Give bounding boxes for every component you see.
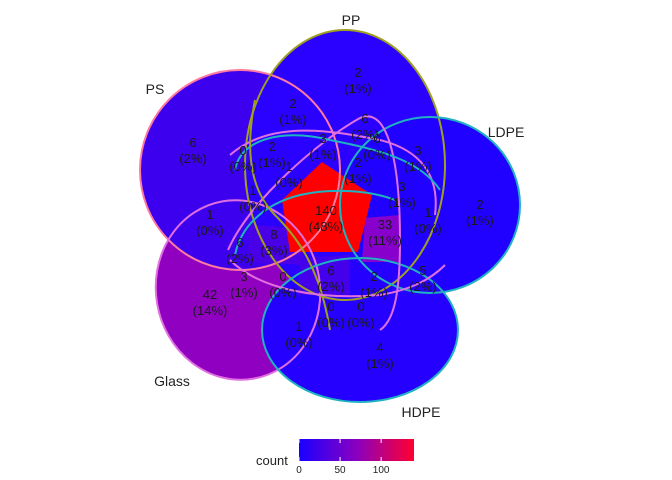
region-pct: (0%) xyxy=(414,221,441,236)
region-count: 4 xyxy=(376,340,383,355)
region-pct: (0%) xyxy=(347,315,374,330)
legend-title: count xyxy=(256,453,288,468)
set-label-ldpe: LDPE xyxy=(488,124,525,140)
region-pct: (0%) xyxy=(275,175,302,190)
set-label-pp: PP xyxy=(342,12,361,28)
region-pct: (0%) xyxy=(196,223,223,238)
region-count: 2 xyxy=(476,197,483,212)
region-pct: (0%) xyxy=(229,159,256,174)
legend-tick-label: 50 xyxy=(335,465,347,476)
inner-curve-pp xyxy=(249,99,331,331)
region-count: 6 xyxy=(236,235,243,250)
ps-outline xyxy=(139,69,341,271)
region-pct: (1%) xyxy=(466,213,493,228)
region-count: 0 xyxy=(279,269,286,284)
region-pct: (2%) xyxy=(317,279,344,294)
region-pct: (48%) xyxy=(309,219,344,234)
region-count: 0 xyxy=(357,299,364,314)
region-count: 42 xyxy=(203,287,217,302)
legend-ticks: 0 50 100 xyxy=(296,439,390,476)
region-pct: (2%) xyxy=(226,251,253,266)
set-labels: PP LDPE HDPE Glass PS xyxy=(146,12,525,420)
region-count: 5 xyxy=(419,263,426,278)
region-count: 3 xyxy=(398,179,405,194)
region-count: 1 xyxy=(249,183,256,198)
region-count: 2 xyxy=(370,269,377,284)
region-count: 6 xyxy=(189,135,196,150)
region-count: 6 xyxy=(361,111,368,126)
region-pct: (0%) xyxy=(285,335,312,350)
region-count: 1 xyxy=(424,205,431,220)
glass-outline xyxy=(154,199,322,381)
region-count: 140 xyxy=(315,203,337,218)
region-pct: (2%) xyxy=(409,279,436,294)
region-pct: (1%) xyxy=(404,159,431,174)
region-33-fill xyxy=(362,215,400,262)
region-pct: (1%) xyxy=(230,285,257,300)
region-pct: (1%) xyxy=(366,356,393,371)
region-labels: 2 (1%) 6 (2%) 2 (1%) 42 (14%) 4 (1%) 140… xyxy=(179,65,493,371)
region-count: 2 xyxy=(268,139,275,154)
region-pct: (1%) xyxy=(258,155,285,170)
region-pct: (1%) xyxy=(388,195,415,210)
ldpe-outline xyxy=(339,116,521,294)
region-pct: (0%) xyxy=(269,285,296,300)
region-count: 2 xyxy=(354,65,361,80)
center-fill xyxy=(282,162,372,252)
region-pct: (11%) xyxy=(368,233,402,248)
region-pct: (1%) xyxy=(309,147,336,162)
region-pct: (2%) xyxy=(179,151,206,166)
region-count: 8 xyxy=(270,227,277,242)
region-count: 3 xyxy=(319,131,326,146)
region-pct: (1%) xyxy=(279,112,306,127)
region-count: 0 xyxy=(327,299,334,314)
legend-tick-label: 100 xyxy=(373,465,390,476)
hdpe-outline xyxy=(261,257,459,403)
set-outlines xyxy=(139,29,521,403)
region-count: 2 xyxy=(354,155,361,170)
region-pct: (1%) xyxy=(344,171,371,186)
color-legend: count 0 50 100 xyxy=(256,439,414,476)
region-count: 6 xyxy=(327,263,334,278)
set-label-ps: PS xyxy=(146,81,165,97)
inner-curve-low xyxy=(229,259,446,298)
intersection-tints xyxy=(248,162,400,295)
region-count: 0 xyxy=(239,143,246,158)
region-pct: (0%) xyxy=(239,199,266,214)
set-label-glass: Glass xyxy=(154,373,190,389)
region-pct: (0%) xyxy=(363,147,390,162)
region-count: 0 xyxy=(373,131,380,146)
region-pct: (2%) xyxy=(351,127,378,142)
region-count: 3 xyxy=(414,143,421,158)
region-count: 33 xyxy=(378,217,392,232)
legend-tick-label: 0 xyxy=(296,465,302,476)
region-count: 2 xyxy=(289,96,296,111)
region-count: 1 xyxy=(295,319,302,334)
region-pct: (1%) xyxy=(344,81,371,96)
region-pct: (0%) xyxy=(317,315,344,330)
region-pct: (14%) xyxy=(193,303,228,318)
region-pct: (1%) xyxy=(360,285,387,300)
region-pct: (3%) xyxy=(260,243,287,258)
region-count: 1 xyxy=(285,159,292,174)
inner-curve-hdpe xyxy=(234,189,396,256)
region-count: 1 xyxy=(206,207,213,222)
inner-curve-glass xyxy=(227,115,402,331)
pp-outline xyxy=(244,29,446,301)
legend-colorbar xyxy=(299,439,414,461)
inner-curve-ldpe xyxy=(234,134,441,191)
set-label-hdpe: HDPE xyxy=(402,404,441,420)
region-count: 3 xyxy=(240,269,247,284)
